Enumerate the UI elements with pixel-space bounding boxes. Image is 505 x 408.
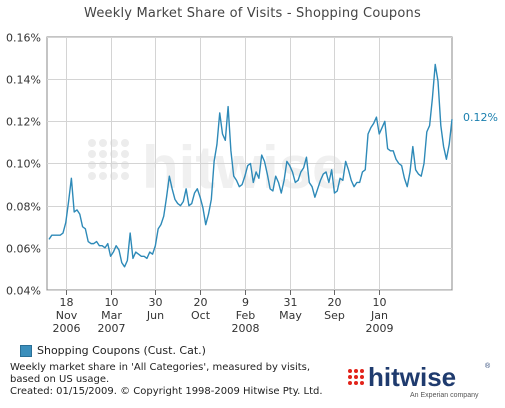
- x-tick-label: 18: [60, 296, 74, 309]
- legend-label: Shopping Coupons (Cust. Cat.): [37, 344, 206, 357]
- brand-registered-mark: ®: [485, 362, 491, 370]
- y-tick-label: 0.16%: [6, 32, 41, 45]
- x-tick-label: Feb: [236, 309, 255, 322]
- y-tick-label: 0.12%: [6, 116, 41, 129]
- x-tick-label: 10: [373, 296, 387, 309]
- x-tick-label: Sep: [324, 309, 345, 322]
- watermark-dot: [121, 139, 129, 147]
- label-layer: 0.12%: [463, 111, 498, 124]
- watermark-dot: [88, 150, 96, 158]
- line-layer: [48, 63, 453, 268]
- footnote: Weekly market share in 'All Categories',…: [10, 362, 340, 398]
- legend-swatch: [20, 344, 32, 357]
- y-tick-label: 0.04%: [6, 285, 41, 298]
- grid-layer: [46, 36, 453, 291]
- watermark-dot: [99, 172, 107, 180]
- y-tick-label: 0.06%: [6, 243, 41, 256]
- watermark-dot: [88, 139, 96, 147]
- watermark-dot: [121, 172, 129, 180]
- watermark-dot: [88, 172, 96, 180]
- x-tick-label: 2008: [232, 322, 260, 335]
- watermark-dot: [121, 161, 129, 169]
- logo-mark-icon: [348, 369, 364, 385]
- y-tick-label: 0.14%: [6, 74, 41, 87]
- x-tick-label: Mar: [101, 309, 122, 322]
- y-tick-label: 0.08%: [6, 201, 41, 214]
- chart-title: Weekly Market Share of Visits - Shopping…: [84, 6, 421, 21]
- end-value-label: 0.12%: [463, 111, 498, 124]
- x-tick-label: 31: [284, 296, 298, 309]
- watermark-layer: hitwise: [88, 134, 345, 201]
- x-tick-label: Nov: [56, 309, 78, 322]
- x-tick-label: 30: [149, 296, 163, 309]
- watermark-dot: [99, 161, 107, 169]
- watermark-dot: [121, 150, 129, 158]
- x-tick-label: 9: [242, 296, 249, 309]
- legend: Shopping Coupons (Cust. Cat.): [20, 344, 206, 357]
- footnote-line-2: based on US usage.: [10, 374, 110, 385]
- x-tick-label: 2007: [98, 322, 126, 335]
- footnote-line-3: Created: 01/15/2009. © Copyright 1998-20…: [10, 386, 323, 397]
- x-tick-label: 20: [194, 296, 208, 309]
- watermark-text: hitwise: [142, 134, 345, 201]
- x-tick-label: 2006: [53, 322, 81, 335]
- watermark-dot: [99, 139, 107, 147]
- series-line: [48, 63, 453, 268]
- axis-layer: 0.04% 0.06% 0.08% 0.10% 0.12% 0.14% 0.16% 18Nov…: [6, 32, 393, 336]
- footnote-line-1: Weekly market share in 'All Categories',…: [10, 362, 311, 373]
- x-tick-label: Jan: [370, 309, 388, 322]
- watermark-dot: [99, 150, 107, 158]
- x-tick-label: May: [279, 309, 302, 322]
- x-tick-label: Oct: [191, 309, 211, 322]
- x-tick-label: 10: [105, 296, 119, 309]
- x-tick-label: 20: [328, 296, 342, 309]
- x-tick-label: Jun: [146, 309, 164, 322]
- chart-canvas: hitwise 0.04%0.06%0.08%0.10%0.12%0.14%0.…: [6, 32, 498, 336]
- y-tick-label: 0.10%: [6, 158, 41, 171]
- watermark-dot: [88, 161, 96, 169]
- brand-wordmark: hitwise: [368, 362, 456, 392]
- hitwise-logo: hitwise ® An Experian company: [348, 362, 491, 399]
- x-tick-label: 2009: [366, 322, 394, 335]
- brand-tagline: An Experian company: [410, 392, 479, 399]
